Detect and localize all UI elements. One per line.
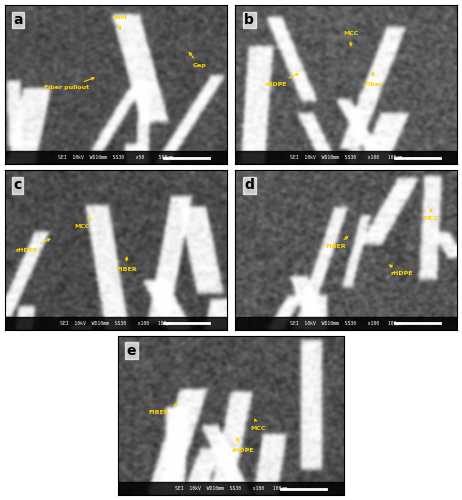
- Text: MCC: MCC: [423, 210, 438, 220]
- Text: SEI  10kV  WD10mm  SS30    x100   100μm: SEI 10kV WD10mm SS30 x100 100μm: [290, 155, 402, 160]
- Text: SEI  10kV  WD10mm  SS30    x100   100μm: SEI 10kV WD10mm SS30 x100 100μm: [175, 486, 287, 491]
- Bar: [118, 482, 344, 495]
- Text: Fiber pullout: Fiber pullout: [44, 78, 94, 90]
- Text: rHDPE: rHDPE: [389, 265, 413, 276]
- Text: Fiber: Fiber: [364, 72, 382, 87]
- Text: e: e: [127, 344, 136, 358]
- Text: FIBER: FIBER: [116, 257, 137, 272]
- Text: a: a: [13, 13, 23, 27]
- Text: rHDPE: rHDPE: [231, 438, 254, 453]
- Text: MCC: MCC: [250, 419, 266, 430]
- Text: SEI  10kV  WD10mm  SS30    x100   100μm: SEI 10kV WD10mm SS30 x100 100μm: [60, 320, 172, 326]
- Bar: [5, 317, 226, 330]
- Text: rHDPE: rHDPE: [16, 239, 50, 252]
- Bar: [236, 317, 457, 330]
- Bar: [236, 152, 457, 164]
- Bar: [5, 152, 226, 164]
- Text: void: void: [113, 15, 128, 30]
- Text: MCC: MCC: [343, 31, 359, 46]
- Text: SEI  10kV  WD10mm  SS30    x50     500μm: SEI 10kV WD10mm SS30 x50 500μm: [58, 155, 173, 160]
- Text: d: d: [244, 178, 254, 192]
- Text: FIBER: FIBER: [148, 404, 177, 415]
- Text: FIBER: FIBER: [325, 236, 348, 250]
- Text: rHDPE: rHDPE: [264, 74, 298, 87]
- Text: b: b: [244, 13, 254, 27]
- Text: c: c: [13, 178, 22, 192]
- Text: Gap: Gap: [189, 52, 207, 68]
- Text: SEI  10kV  WD10mm  SS30    x100   100μm: SEI 10kV WD10mm SS30 x100 100μm: [290, 320, 402, 326]
- Text: MCC: MCC: [74, 218, 91, 228]
